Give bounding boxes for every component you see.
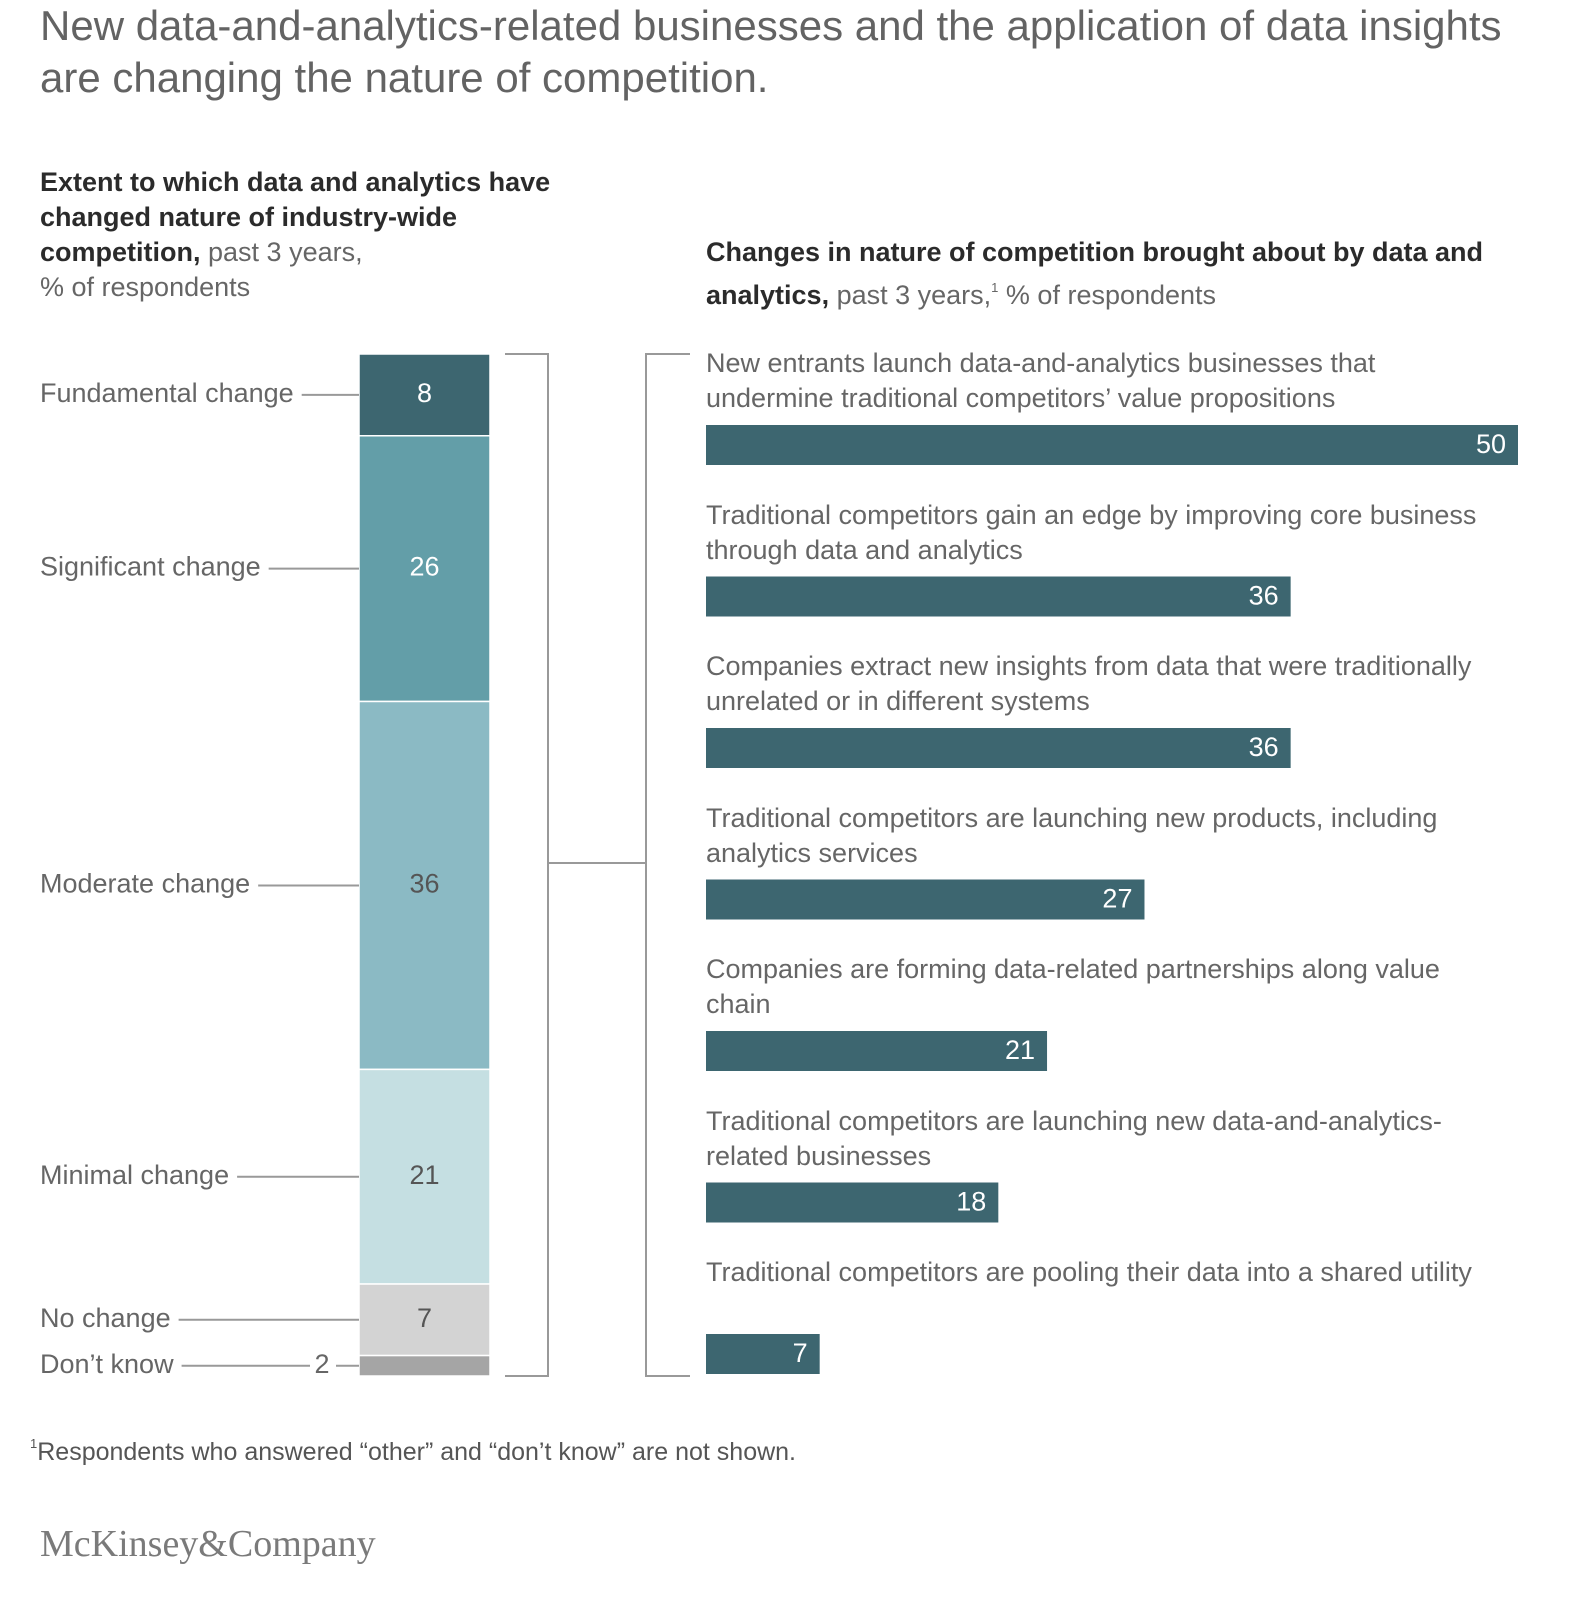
subtitle-rest: past 3 years,	[836, 280, 992, 310]
category-label: Traditional competitors are pooling thei…	[706, 1257, 1472, 1287]
subtitle-bold: Changes in nature of competition brought…	[706, 237, 1484, 310]
category-label: Companies are forming data-related partn…	[706, 954, 1440, 1019]
bracket-left	[505, 353, 549, 1377]
segment	[358, 435, 491, 703]
logo: McKinsey&Company	[40, 1523, 376, 1565]
category-label: Moderate change	[40, 869, 250, 899]
value-label: 8	[417, 378, 432, 408]
subtitle-units: % of respondents	[1005, 280, 1217, 310]
segment	[358, 700, 491, 1071]
category-label: Don’t know	[40, 1349, 174, 1379]
subtitle-rest: past 3 years,	[208, 237, 363, 267]
subtitle-bold: Extent to which data and analytics have …	[40, 167, 551, 267]
footnote-mark: 1	[30, 1436, 38, 1451]
category-label: Companies extract new insights from data…	[706, 651, 1472, 716]
category-label: Significant change	[40, 552, 261, 582]
value-label: 27	[1102, 884, 1132, 914]
footnote-ref: 1	[991, 280, 999, 295]
value-label: 7	[793, 1338, 808, 1368]
value-label: 21	[1005, 1035, 1035, 1065]
bar	[706, 1334, 820, 1374]
segment	[358, 353, 491, 437]
segment	[358, 1354, 491, 1377]
left-subtitle: Extent to which data and analytics have …	[40, 165, 600, 305]
segment	[358, 1068, 491, 1285]
value-label: 26	[409, 552, 439, 582]
bar	[706, 1182, 999, 1223]
value-label: 36	[1249, 732, 1279, 762]
category-label: Traditional competitors are launching ne…	[706, 1105, 1442, 1171]
value-label: 21	[409, 1160, 439, 1190]
category-label: New entrants launch data-and-analytics b…	[706, 348, 1376, 413]
category-label: Traditional competitors gain an edge by …	[706, 499, 1477, 565]
value-label: 50	[1476, 429, 1506, 459]
value-label: 2	[314, 1349, 329, 1379]
bar	[706, 425, 1518, 465]
title: New data-and-analytics-related businesse…	[40, 2, 1502, 101]
subtitle-units: % of respondents	[40, 272, 251, 302]
segment	[358, 1283, 491, 1357]
category-label: Minimal change	[40, 1160, 229, 1190]
value-label: 36	[409, 869, 439, 899]
value-label: 36	[1249, 581, 1279, 611]
brackets	[505, 353, 690, 1377]
bar	[706, 879, 1145, 920]
category-label: Fundamental change	[40, 378, 294, 408]
category-label: No change	[40, 1303, 171, 1333]
bar	[706, 576, 1291, 617]
footnote-text: Respondents who answered “other” and “do…	[37, 1438, 796, 1466]
footnote: 1Respondents who answered “other” and “d…	[30, 1436, 796, 1467]
bar	[706, 728, 1291, 768]
right-subtitle: Changes in nature of competition brought…	[706, 235, 1536, 313]
category-label: Traditional competitors are launching ne…	[706, 802, 1438, 868]
bracket-right	[645, 353, 690, 1377]
bar	[706, 1031, 1048, 1071]
value-label: 18	[956, 1187, 986, 1217]
value-label: 7	[417, 1303, 432, 1333]
